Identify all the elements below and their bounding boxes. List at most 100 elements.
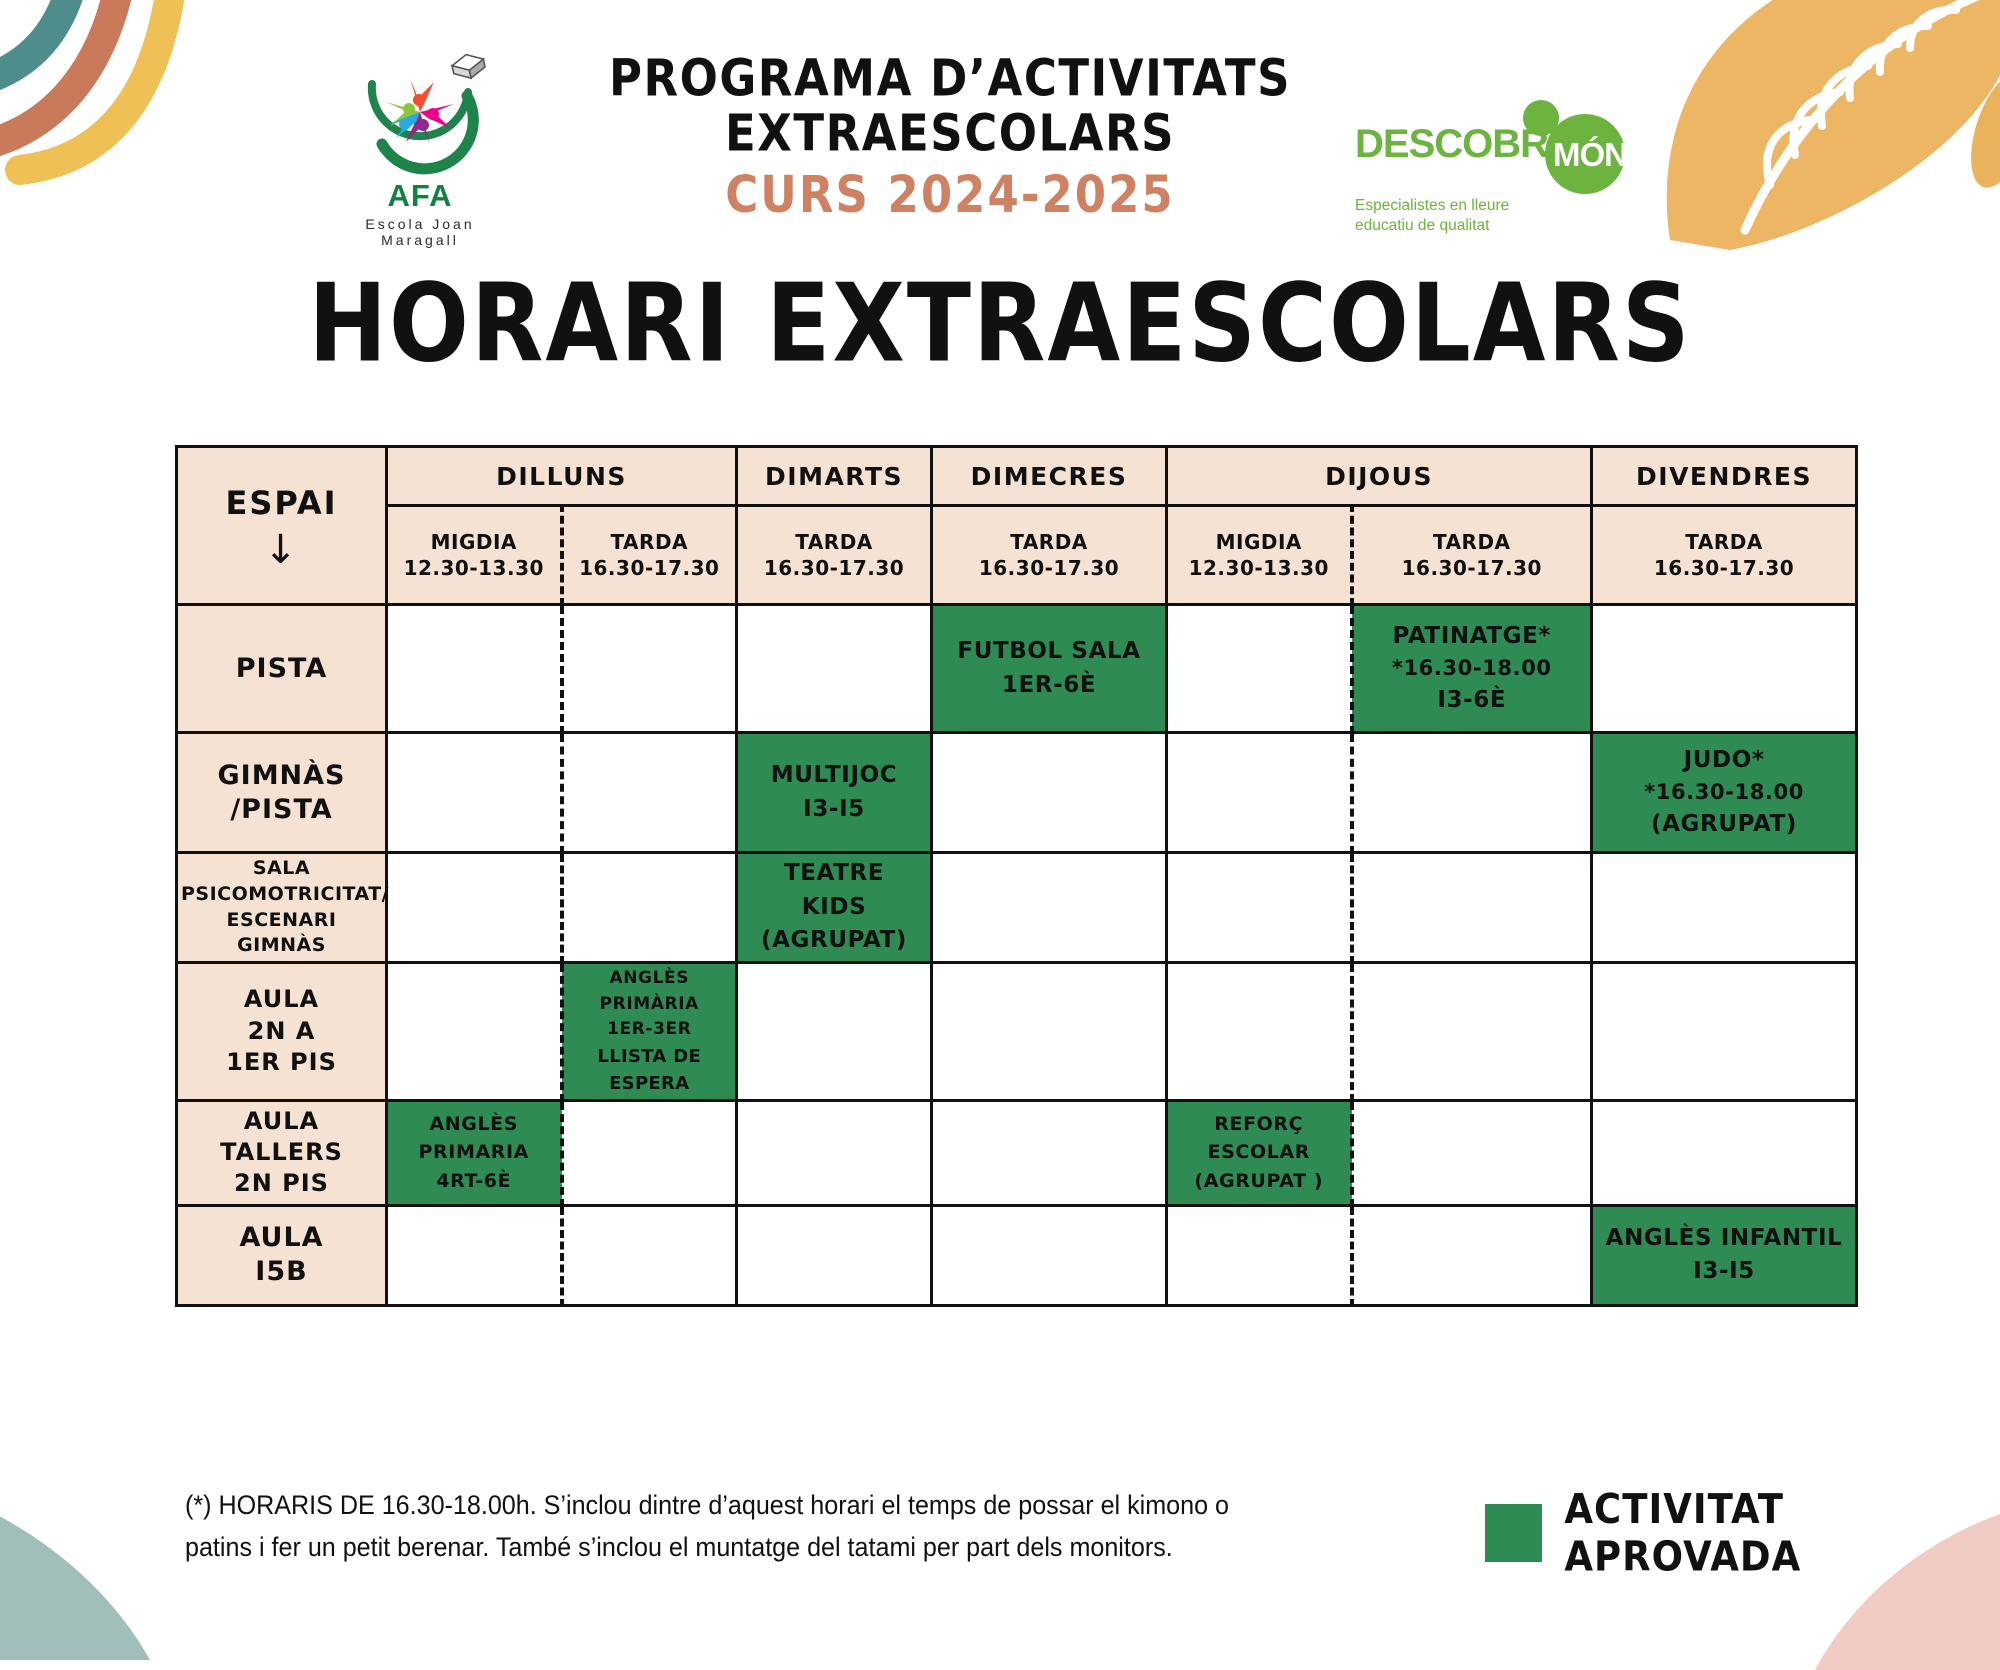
empty-cell[interactable]: [930, 851, 1169, 964]
empty-cell[interactable]: [930, 961, 1169, 1102]
activity-cell[interactable]: JUDO* *16.30-18.00 (AGRUPAT): [1590, 731, 1859, 854]
activity-cell[interactable]: FUTBOL SALA 1ER-6È: [930, 603, 1169, 734]
slot-time: 16.30-17.30: [1653, 556, 1795, 580]
empty-cell[interactable]: [1349, 731, 1594, 854]
afa-logo: AFA Escola Joan Maragall: [330, 40, 510, 248]
empty-cell[interactable]: [385, 961, 563, 1102]
activity-line: ANGLÈS: [429, 1112, 519, 1135]
empty-cell[interactable]: [559, 731, 739, 854]
room-label: GIMNÀS/PISTA: [175, 731, 388, 854]
descobrir-tagline-1: Especialistes en lleure: [1355, 197, 1510, 214]
slot-header-5: TARDA 16.30-17.30: [1349, 504, 1594, 606]
activity-line: *16.30-18.00: [1391, 656, 1552, 681]
empty-cell[interactable]: [735, 1203, 934, 1307]
activity-cell[interactable]: REFORÇ ESCOLAR (AGRUPAT ): [1165, 1098, 1354, 1207]
slot-time: 16.30-17.30: [579, 556, 720, 580]
slot-time: 16.30-17.30: [763, 556, 905, 580]
room-label: AULA I5B: [175, 1203, 388, 1307]
room-label-line: 1ER PIS: [226, 1047, 337, 1076]
empty-cell[interactable]: [1349, 961, 1594, 1102]
activity-line: ESCOLAR: [1207, 1141, 1310, 1164]
empty-cell[interactable]: [1165, 731, 1354, 854]
empty-cell[interactable]: [930, 1098, 1169, 1207]
empty-cell[interactable]: [1165, 961, 1354, 1102]
activity-line: PRIMÀRIA: [599, 993, 699, 1014]
empty-cell[interactable]: [1165, 1203, 1354, 1307]
room-label-line: AULA: [239, 1222, 324, 1254]
poster-header: AFA Escola Joan Maragall PROGRAMA D’ACTI…: [0, 0, 2000, 387]
activity-line: PRIMARIA: [418, 1141, 529, 1164]
empty-cell[interactable]: [559, 1098, 739, 1207]
empty-cell[interactable]: [735, 961, 934, 1102]
slot-time: 12.30-13.30: [1188, 556, 1329, 580]
room-label-line: AULA: [243, 1106, 320, 1135]
activity-line: ANGLÈS INFANTIL: [1605, 1224, 1843, 1251]
empty-cell[interactable]: [735, 603, 934, 734]
slot-time: 16.30-17.30: [978, 556, 1120, 580]
slot-header-3: TARDA 16.30-17.30: [930, 504, 1169, 606]
activity-line: MULTIJOC: [770, 762, 898, 789]
schedule-table: ESPAI ↓ DILLUNS DIMARTS DIMECRES DIJOUS DIVEND…: [175, 445, 1859, 1307]
activity-cell[interactable]: MULTIJOC I3-I5: [735, 731, 934, 854]
empty-cell[interactable]: [1590, 603, 1859, 734]
activity-line: 4RT-6È: [436, 1169, 512, 1192]
empty-cell[interactable]: [735, 1098, 934, 1207]
slot-header-6: TARDA 16.30-17.30: [1590, 504, 1859, 606]
empty-cell[interactable]: [385, 731, 563, 854]
table-row: GIMNÀS/PISTA MULTIJOC I3-I5 JUDO* *16.30-18.…: [175, 731, 1859, 854]
empty-cell[interactable]: [930, 731, 1169, 854]
empty-cell[interactable]: [1590, 851, 1859, 964]
empty-cell[interactable]: [1165, 851, 1354, 964]
empty-cell[interactable]: [1349, 1098, 1594, 1207]
empty-cell[interactable]: [1349, 1203, 1594, 1307]
empty-cell[interactable]: [1590, 961, 1859, 1102]
footnote-line-1: (*) HORARIS DE 16.30-18.00h. S’inclou di…: [185, 1490, 1229, 1520]
slot-period: TARDA: [610, 530, 689, 554]
room-label: PISTA: [175, 603, 388, 734]
page-title: HORARI EXTRAESCOLARS: [308, 261, 1692, 388]
activity-line: 1ER-3ER: [607, 1019, 692, 1039]
slot-header-0: MIGDIA 12.30-13.30: [385, 504, 563, 606]
legend: ACTIVITAT APROVADA: [1485, 1486, 2000, 1580]
day-header-dilluns: DILLUNS: [384, 445, 739, 507]
empty-cell[interactable]: [559, 851, 739, 964]
day-header-dijous: DIJOUS: [1165, 445, 1594, 507]
activity-cell[interactable]: PATINATGE* *16.30-18.00 I3-6È: [1349, 603, 1594, 734]
empty-cell[interactable]: [385, 1203, 563, 1307]
activity-cell[interactable]: ANGLÈS PRIMARIA 4RT-6È: [385, 1098, 563, 1207]
program-title-line1: PROGRAMA D’ACTIVITATS: [608, 48, 1292, 109]
room-label-line: AULA: [243, 985, 320, 1014]
room-label: SALA PSICOMOTRICITAT/ESCENARI GIMNÀS: [175, 851, 390, 964]
slot-period: MIGDIA: [430, 530, 517, 554]
activity-line: (AGRUPAT): [761, 927, 907, 954]
schedule-table-wrapper: ESPAI ↓ DILLUNS DIMARTS DIMECRES DIJOUS DIVEND…: [175, 445, 1859, 1307]
activity-cell[interactable]: TEATRE KIDS (AGRUPAT): [735, 851, 934, 964]
empty-cell[interactable]: [1349, 851, 1594, 964]
room-label-line: SALA: [252, 857, 311, 880]
footnote-line-2: patins i fer un petit berenar. També s’i…: [185, 1531, 1173, 1562]
legend-label: ACTIVITAT APROVADA: [1564, 1485, 1802, 1581]
room-label-line: 2N PIS: [234, 1169, 329, 1198]
activity-line: *16.30-18.00: [1644, 780, 1804, 805]
empty-cell[interactable]: [1165, 603, 1354, 734]
activity-cell[interactable]: ANGLÈS INFANTIL I3-I5: [1590, 1203, 1859, 1307]
empty-cell[interactable]: [1590, 1098, 1859, 1207]
empty-cell[interactable]: [385, 851, 563, 964]
espai-corner-header: ESPAI ↓: [175, 445, 388, 606]
descobrir-circle: [1545, 114, 1625, 194]
day-header-dimarts: DIMARTS: [735, 445, 934, 507]
activity-cell[interactable]: ANGLÈS PRIMÀRIA 1ER-3ER LLISTA DE ESPERA: [559, 961, 739, 1102]
legend-color-swatch: [1485, 1504, 1543, 1562]
program-title-block: PROGRAMA D’ACTIVITATS EXTRAESCOLARS CURS…: [600, 48, 1300, 224]
afa-logo-mark: [367, 53, 486, 175]
slot-header-2: TARDA 16.30-17.30: [735, 504, 934, 606]
empty-cell[interactable]: [559, 603, 739, 734]
descobrir-tagline-2: educatiu de qualitat: [1355, 217, 1490, 235]
room-label-line: PSICOMOTRICITAT/: [181, 882, 390, 905]
empty-cell[interactable]: [930, 1203, 1169, 1307]
empty-cell[interactable]: [559, 1203, 739, 1307]
table-row: PISTA FUTBOL SALA 1ER-6È PATINATGE* *16.30-1…: [175, 603, 1859, 734]
slot-header-1: TARDA 16.30-17.30: [559, 504, 739, 606]
empty-cell[interactable]: [385, 603, 563, 734]
activity-line: FUTBOL SALA: [957, 638, 1141, 665]
